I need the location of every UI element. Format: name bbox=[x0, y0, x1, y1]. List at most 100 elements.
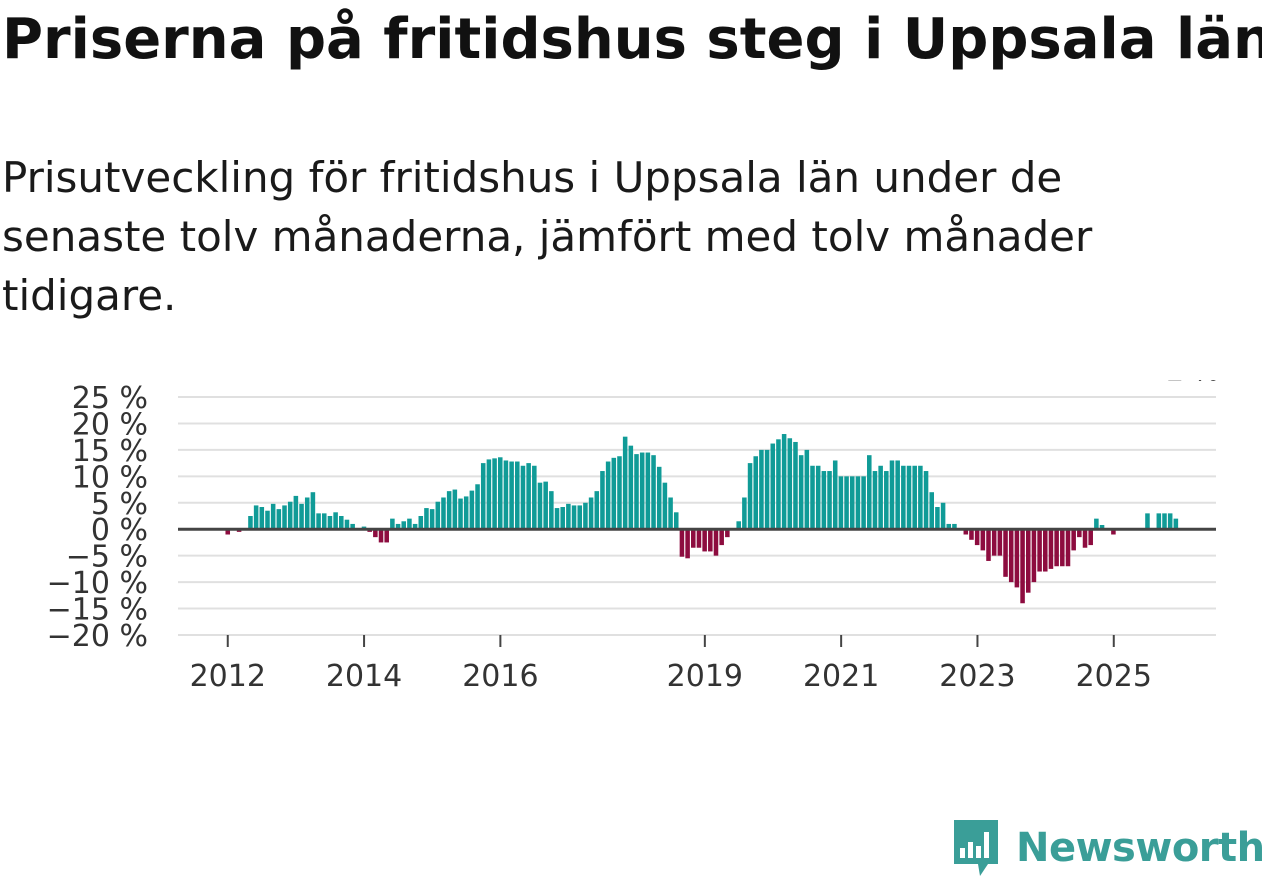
bar bbox=[543, 481, 548, 530]
bar bbox=[696, 529, 702, 548]
bar bbox=[821, 471, 827, 530]
bar bbox=[781, 434, 787, 530]
bar bbox=[980, 529, 986, 551]
bar bbox=[424, 508, 429, 530]
bar bbox=[412, 523, 418, 530]
bar bbox=[1043, 529, 1048, 572]
y-tick-label: 25 % bbox=[72, 381, 148, 416]
bar bbox=[827, 471, 832, 530]
bar bbox=[815, 465, 821, 530]
bar bbox=[1054, 529, 1059, 567]
bar bbox=[861, 476, 866, 530]
bar bbox=[764, 449, 770, 530]
bar bbox=[832, 460, 838, 530]
bar bbox=[588, 497, 594, 530]
bar bbox=[1156, 513, 1162, 530]
bar bbox=[304, 497, 310, 530]
bar bbox=[708, 529, 713, 552]
bar bbox=[463, 496, 469, 530]
bar bbox=[441, 497, 446, 530]
bar bbox=[293, 495, 299, 530]
bar bbox=[537, 482, 543, 530]
bar bbox=[435, 501, 441, 530]
bar bbox=[503, 460, 509, 530]
y-tick-label: 5 % bbox=[91, 487, 148, 522]
bar bbox=[691, 529, 696, 548]
bar bbox=[804, 449, 810, 530]
bar bbox=[685, 529, 690, 559]
bar bbox=[1145, 513, 1150, 530]
bar bbox=[560, 507, 565, 530]
bar bbox=[327, 516, 333, 530]
y-axis-ticks: 25 %20 %15 %10 %5 %0 %−5 %−10 %−15 %−20 … bbox=[47, 381, 148, 654]
bar bbox=[810, 465, 815, 530]
bar bbox=[1031, 529, 1037, 583]
bar bbox=[1003, 529, 1008, 577]
bar bbox=[628, 445, 634, 530]
bar bbox=[725, 529, 730, 538]
bar bbox=[1173, 518, 1179, 530]
bar bbox=[969, 529, 974, 540]
bar bbox=[225, 529, 231, 535]
annotation-label: 2 % bbox=[1166, 380, 1219, 387]
bar bbox=[736, 521, 741, 530]
bar bbox=[1162, 513, 1167, 530]
bar bbox=[1014, 529, 1020, 588]
bar bbox=[878, 465, 883, 530]
bar bbox=[776, 439, 781, 530]
annotations: 2 % bbox=[1163, 380, 1222, 390]
y-tick-label: 0 % bbox=[91, 513, 148, 548]
bars bbox=[178, 434, 1216, 604]
bar bbox=[1048, 529, 1054, 569]
x-tick-label: 2021 bbox=[803, 659, 879, 694]
bar bbox=[1008, 529, 1014, 583]
bar bbox=[350, 523, 355, 530]
bar bbox=[1082, 529, 1088, 548]
bar bbox=[872, 471, 878, 530]
bar bbox=[622, 436, 628, 530]
bar bbox=[1094, 518, 1099, 530]
bar bbox=[469, 490, 475, 530]
bar bbox=[583, 502, 588, 530]
bar bbox=[1037, 529, 1042, 572]
bar bbox=[316, 513, 321, 530]
bar bbox=[912, 465, 917, 530]
bar bbox=[492, 458, 497, 530]
chart-subtitle: Prisutveckling för fritidshus i Uppsala … bbox=[2, 153, 1093, 320]
bar bbox=[639, 452, 645, 530]
bar bbox=[1060, 529, 1065, 567]
bar bbox=[310, 492, 316, 530]
bar bbox=[480, 463, 486, 530]
bar bbox=[753, 456, 759, 530]
bar bbox=[395, 523, 401, 530]
bar bbox=[526, 463, 531, 530]
bar bbox=[1111, 529, 1116, 535]
bar bbox=[895, 460, 900, 530]
bar bbox=[1065, 529, 1071, 567]
bar bbox=[787, 438, 793, 530]
bar bbox=[401, 521, 407, 530]
bar bbox=[1077, 529, 1082, 538]
bar bbox=[855, 476, 861, 530]
bar bbox=[798, 455, 804, 530]
bar bbox=[713, 529, 719, 556]
bar bbox=[611, 457, 617, 530]
bar bbox=[344, 519, 350, 530]
bar bbox=[867, 455, 872, 530]
bar bbox=[923, 471, 929, 530]
bar bbox=[617, 456, 622, 530]
bar bbox=[759, 449, 764, 530]
bar bbox=[378, 529, 384, 543]
bar bbox=[497, 457, 503, 530]
y-tick-label: 10 % bbox=[72, 460, 148, 495]
bar bbox=[634, 454, 639, 530]
bar bbox=[554, 508, 560, 530]
bar bbox=[963, 529, 969, 535]
bar bbox=[747, 463, 753, 530]
bar bbox=[566, 503, 571, 530]
y-tick-label: −20 % bbox=[47, 619, 148, 654]
bar bbox=[1167, 513, 1173, 530]
bar bbox=[1071, 529, 1076, 551]
bar bbox=[248, 516, 253, 530]
x-tick-label: 2025 bbox=[1076, 659, 1152, 694]
